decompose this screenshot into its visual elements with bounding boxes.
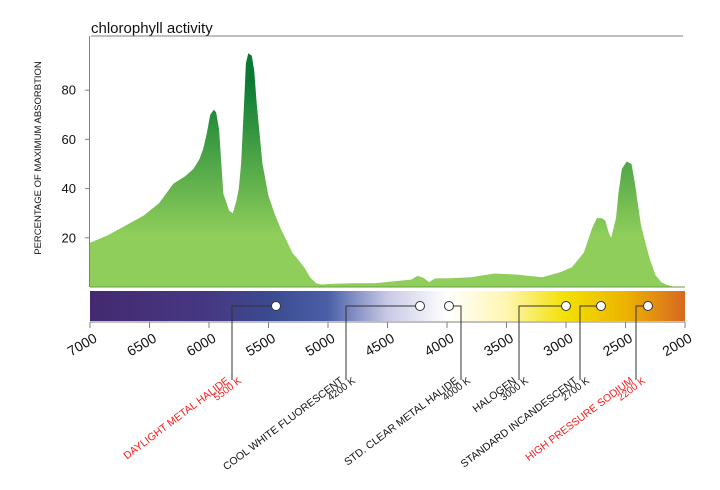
annotation-lamp-name: DAYLIGHT METAL HALIDE bbox=[121, 375, 231, 462]
x-tick-label: 2000 bbox=[660, 330, 695, 360]
annotation-lamp-name: COOL WHITE FLUORESCENT bbox=[221, 374, 346, 473]
annotation-leader-line bbox=[579, 305, 601, 380]
x-tick-label: 6500 bbox=[124, 330, 159, 360]
x-tick-label: 4500 bbox=[362, 330, 397, 360]
x-tick-label: 5500 bbox=[243, 330, 278, 360]
annotation-marker bbox=[444, 301, 454, 311]
annotation-marker bbox=[415, 301, 425, 311]
annotation-leader-line bbox=[231, 305, 276, 380]
y-tick-label: 20 bbox=[62, 230, 76, 245]
annotation-marker bbox=[561, 301, 571, 311]
annotation-leader-line bbox=[345, 305, 420, 380]
x-tick-label: 6000 bbox=[184, 330, 219, 360]
x-tick-label: 7000 bbox=[65, 330, 100, 360]
annotation-marker bbox=[271, 301, 281, 311]
y-tick-label: 60 bbox=[62, 132, 76, 147]
x-tick-label: 4000 bbox=[422, 330, 457, 360]
y-tick-label: 80 bbox=[62, 83, 76, 98]
y-tick-label: 40 bbox=[62, 181, 76, 196]
annotation-marker bbox=[596, 301, 606, 311]
y-axis-label: PERCENTAGE OF MAXIMUM ABSORBTION bbox=[33, 61, 44, 255]
annotation-leader-line bbox=[518, 305, 566, 380]
x-tick-label: 3000 bbox=[541, 330, 576, 360]
chart-title: chlorophyll activity bbox=[91, 20, 213, 37]
x-tick-label: 3500 bbox=[481, 330, 516, 360]
absorption-area bbox=[90, 53, 685, 288]
annotation-marker bbox=[643, 301, 653, 311]
x-tick-label: 2500 bbox=[600, 330, 635, 360]
annotation-lamp-name: STD. CLEAR METAL HALIDE bbox=[342, 375, 461, 469]
x-tick-label: 5000 bbox=[303, 330, 338, 360]
